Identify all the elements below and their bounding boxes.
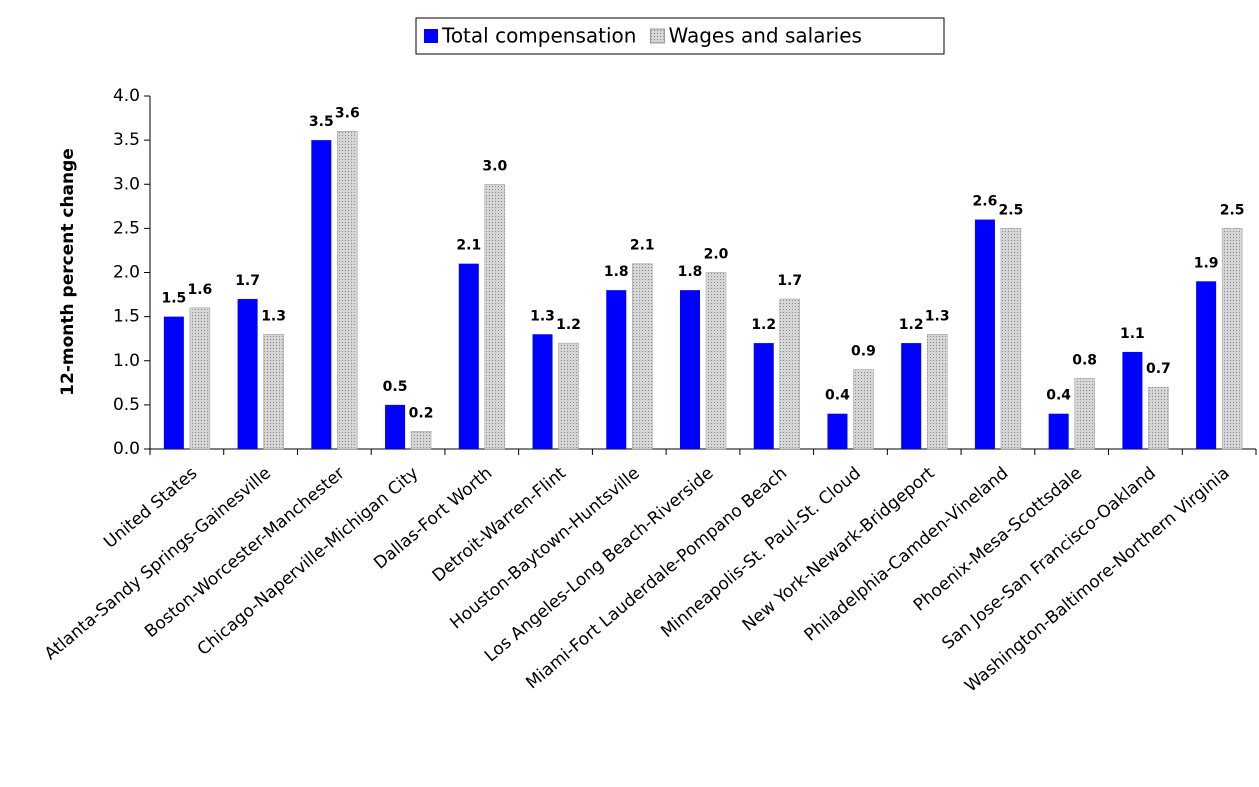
value-label: 1.2: [899, 317, 924, 333]
bar: [680, 290, 700, 449]
bar: [558, 342, 579, 450]
value-label: 1.8: [604, 264, 629, 280]
value-label: 1.7: [235, 273, 260, 289]
value-label: 0.4: [825, 388, 850, 404]
bar: [1000, 228, 1022, 450]
bar: [1122, 351, 1143, 449]
value-label: 2.1: [630, 238, 655, 254]
y-tick-label: 0.5: [113, 395, 140, 415]
bar: [1148, 386, 1169, 450]
legend-box: [415, 17, 945, 55]
bar: [385, 404, 406, 449]
x-tick-label: Detroit-Warren-Flint: [429, 463, 570, 586]
value-label: 1.6: [187, 282, 212, 298]
bar: [705, 272, 727, 450]
y-tick-label: 2.5: [113, 218, 140, 238]
y-tick-label: 2.0: [113, 263, 140, 283]
value-label: 0.9: [851, 344, 876, 360]
value-label: 2.5: [999, 202, 1024, 218]
bar: [779, 298, 800, 450]
bar: [1196, 281, 1217, 449]
x-tick-label: Washington-Baltimore-Northern Virginia: [961, 463, 1233, 696]
y-tick-label: 3.5: [113, 130, 140, 150]
value-label: 1.3: [530, 308, 555, 324]
value-label: 0.8: [1072, 352, 1097, 368]
bar: [753, 343, 774, 449]
value-label: 3.6: [335, 105, 360, 121]
bar: [1048, 413, 1069, 449]
y-axis-label: 12-month percent change: [58, 148, 78, 396]
value-label: 0.4: [1046, 388, 1071, 404]
value-label: 2.5: [1220, 202, 1245, 218]
legend-label: Total compensation: [441, 24, 636, 48]
value-label: 1.7: [777, 273, 802, 289]
bar: [484, 184, 506, 450]
value-label: 1.3: [261, 308, 286, 324]
bar: [337, 131, 358, 450]
x-tick-label: Miami-Fort Lauderdale-Pompano Beach: [522, 463, 791, 693]
value-label: 0.2: [409, 405, 434, 421]
bar: [853, 369, 874, 450]
bar: [901, 343, 922, 449]
legend-swatch: [649, 28, 665, 44]
value-label: 1.2: [556, 317, 581, 333]
y-tick-label: 1.0: [113, 351, 140, 371]
bar: [458, 263, 479, 449]
bar: [532, 334, 553, 449]
bar: [311, 140, 332, 449]
value-label: 1.5: [161, 291, 186, 307]
bar: [189, 307, 211, 450]
bar: [926, 334, 948, 450]
y-tick-label: 0.0: [113, 439, 140, 459]
bar: [237, 298, 258, 449]
y-tick-label: 4.0: [113, 86, 140, 106]
value-label: 1.1: [1120, 326, 1145, 342]
value-label: 2.1: [456, 238, 481, 254]
bar: [632, 263, 653, 450]
y-tick-label: 3.0: [113, 174, 140, 194]
value-label: 1.3: [925, 308, 950, 324]
bar: [974, 219, 995, 449]
value-label: 2.0: [704, 247, 729, 263]
value-label: 0.7: [1146, 361, 1171, 377]
bar: [1074, 378, 1095, 450]
bar: [263, 334, 284, 450]
bar: [163, 316, 184, 449]
bar: [606, 290, 627, 449]
y-tick-label: 1.5: [113, 307, 140, 327]
value-label: 2.6: [973, 194, 998, 210]
value-label: 3.5: [309, 114, 334, 130]
value-label: 1.9: [1194, 255, 1219, 271]
legend-swatch: [424, 29, 438, 43]
bar: [1221, 228, 1243, 450]
legend-label: Wages and salaries: [668, 24, 862, 48]
value-label: 1.2: [751, 317, 776, 333]
value-label: 0.5: [383, 379, 408, 395]
bar: [410, 431, 432, 450]
bar: [827, 413, 848, 449]
value-label: 1.8: [678, 264, 703, 280]
value-label: 3.0: [482, 158, 507, 174]
